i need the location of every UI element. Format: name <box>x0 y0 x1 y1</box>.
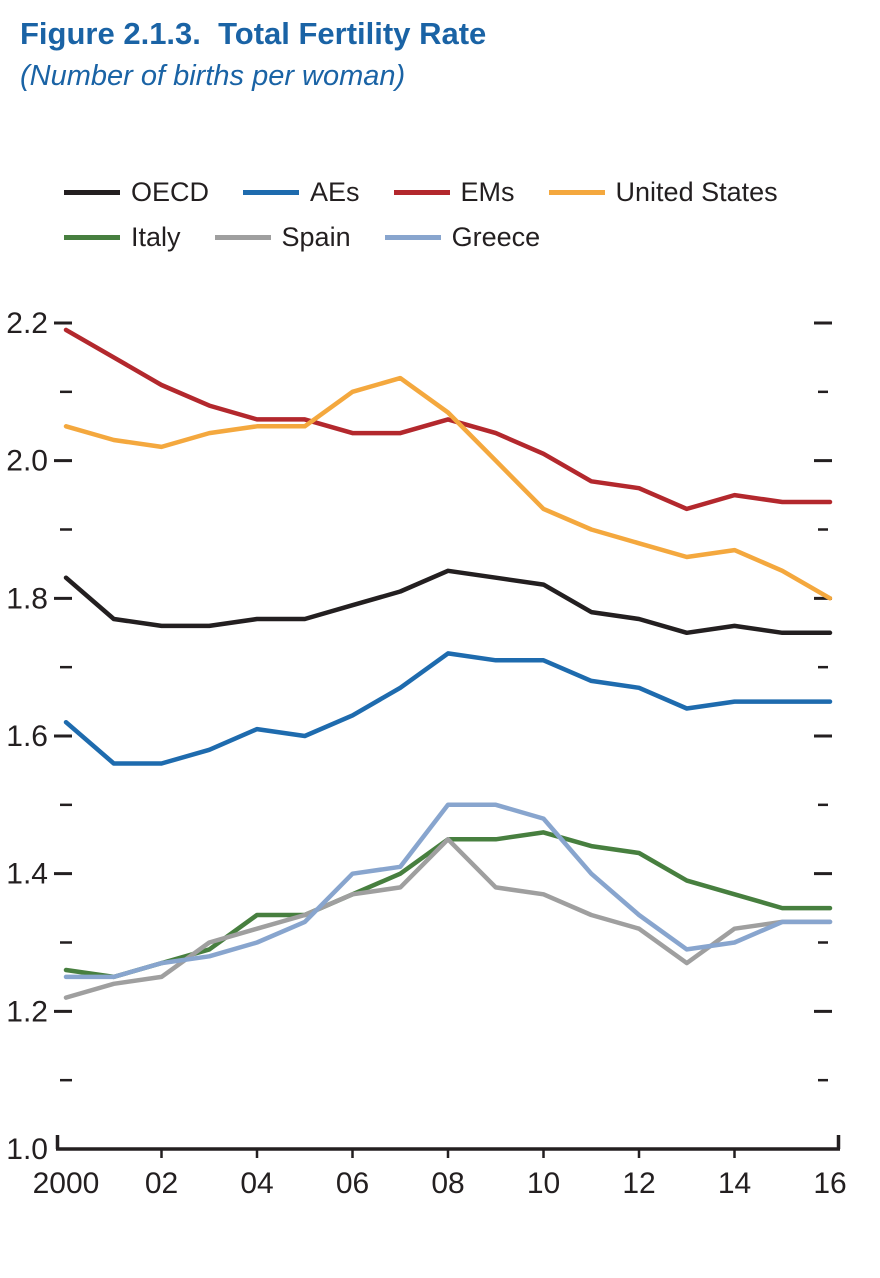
series-line-italy <box>63 830 833 980</box>
legend-label: EMs <box>460 176 515 207</box>
legend-swatch <box>393 189 450 195</box>
legend-row: OECD AEs EMs United States <box>64 177 880 208</box>
x-axis-label: 08 <box>431 1167 464 1200</box>
series-line-greece <box>63 802 833 980</box>
legend-item-ems: EMs <box>393 176 515 208</box>
figure-header: Figure 2.1.3. Total Fertility Rate (Numb… <box>0 0 880 93</box>
legend-item-italy: Italy <box>64 222 181 253</box>
legend-label: Greece <box>451 221 541 252</box>
legend-label: United States <box>615 176 778 207</box>
series-line-united-states <box>63 375 833 601</box>
legend-label: OECD <box>131 176 210 207</box>
legend-item-greece: Greece <box>384 221 541 253</box>
y-axis-label: 1.8 <box>6 582 48 615</box>
x-axis-label: 12 <box>622 1167 655 1200</box>
legend-label: Italy <box>131 221 181 252</box>
x-axis-label: 02 <box>145 1167 178 1200</box>
x-axis-label: 10 <box>527 1167 560 1200</box>
x-axis-label: 2000 <box>33 1167 100 1200</box>
x-axis-label: 06 <box>336 1167 369 1200</box>
chart-legend: OECD AEs EMs United States Italy Spain Greece <box>64 177 880 253</box>
legend-swatch <box>548 189 605 195</box>
y-axis-label: 1.2 <box>6 995 48 1028</box>
figure-title: Figure 2.1.3. Total Fertility Rate <box>20 16 487 51</box>
x-axis-label: 16 <box>813 1167 846 1200</box>
y-axis-label: 1.0 <box>6 1133 48 1166</box>
legend-item-spain: Spain <box>214 221 351 253</box>
legend-item-oecd: OECD <box>64 177 209 208</box>
legend-item-united-states: United States <box>548 176 778 208</box>
y-axis-label: 1.6 <box>6 720 48 753</box>
legend-swatch <box>64 234 120 240</box>
x-axis-label: 14 <box>718 1167 751 1200</box>
figure-subtitle: (Number of births per woman) <box>20 59 406 92</box>
y-axis-label: 2.2 <box>6 307 48 340</box>
legend-swatch <box>243 189 300 195</box>
x-axis-label: 04 <box>240 1167 273 1200</box>
series-line-spain <box>63 837 833 1000</box>
legend-swatch <box>214 234 271 240</box>
legend-swatch <box>64 189 120 195</box>
legend-label: Spain <box>281 221 351 252</box>
legend-item-aes: AEs <box>243 177 360 208</box>
y-axis-label: 1.4 <box>6 858 48 891</box>
legend-label: AEs <box>310 176 360 207</box>
series-line-oecd <box>63 568 833 636</box>
series-line-ems <box>63 327 833 512</box>
legend-swatch <box>384 234 441 240</box>
legend-row: Italy Spain Greece <box>64 222 880 253</box>
chart-area: 2.2 2.0 1.8 1.6 1.4 1.2 1.0 2000 02 04 06 08 10 12 14 1… <box>0 281 880 1221</box>
y-axis-label: 2.0 <box>6 445 48 478</box>
series-line-aes <box>63 651 833 766</box>
